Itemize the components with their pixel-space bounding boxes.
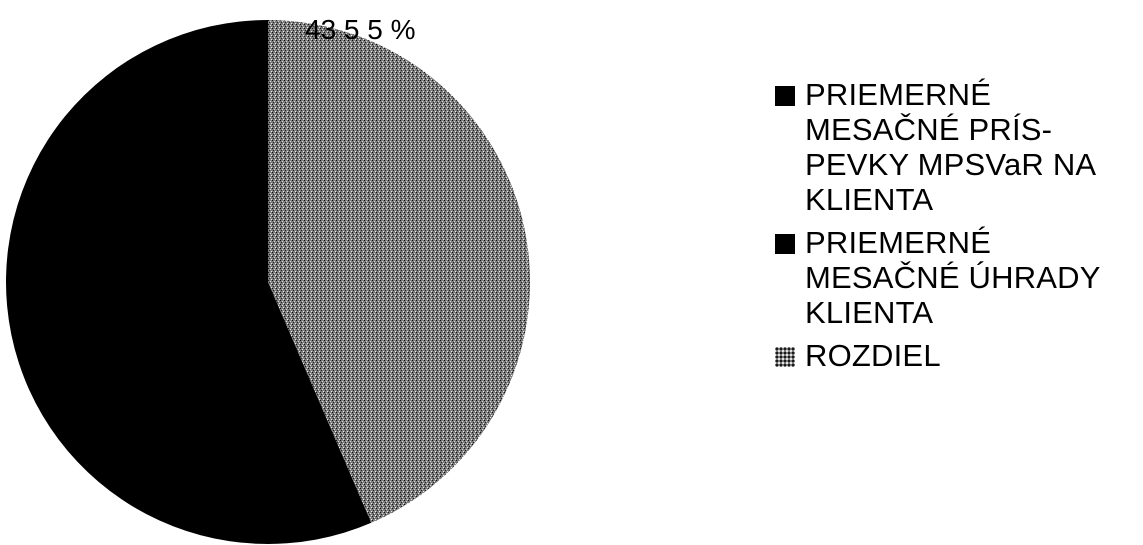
legend-swatch-rozdiel <box>775 347 795 367</box>
legend-swatch-uhrady <box>775 234 795 254</box>
legend-label-line: KLIENTA <box>805 182 934 217</box>
legend-item-rozdiel: ROZDIEL <box>775 338 1140 373</box>
legend-swatch-prispevky <box>775 86 795 106</box>
pie-slice-1 <box>5 20 372 544</box>
legend-label-line: PRIEMERNÉ <box>805 77 992 112</box>
legend-item-uhrady: PRIEMERNÉ MESAČNÉ ÚHRADY KLIENTA <box>775 225 1140 330</box>
legend-item-prispevky: PRIEMERNÉ MESAČNÉ PRÍS- PEVKY MPSVaR NA … <box>775 77 1140 217</box>
pie-slice-3 <box>268 20 530 523</box>
legend-label-line: MESAČNÉ ÚHRADY <box>805 260 1101 295</box>
chart-legend: PRIEMERNÉ MESAČNÉ PRÍS- PEVKY MPSVaR NA … <box>775 77 1140 381</box>
legend-label-line: PEVKY MPSVaR NA <box>805 147 1097 182</box>
slice-data-label: 43 5 5 % <box>305 14 416 45</box>
legend-label-line: ROZDIEL <box>805 338 941 373</box>
pie-chart: 43 5 5 % <box>5 14 530 544</box>
pie-slices <box>5 20 530 544</box>
legend-label-line: MESAČNÉ PRÍS- <box>805 112 1053 147</box>
legend-label-line: PRIEMERNÉ <box>805 225 992 260</box>
legend-label-line: KLIENTA <box>805 295 934 330</box>
